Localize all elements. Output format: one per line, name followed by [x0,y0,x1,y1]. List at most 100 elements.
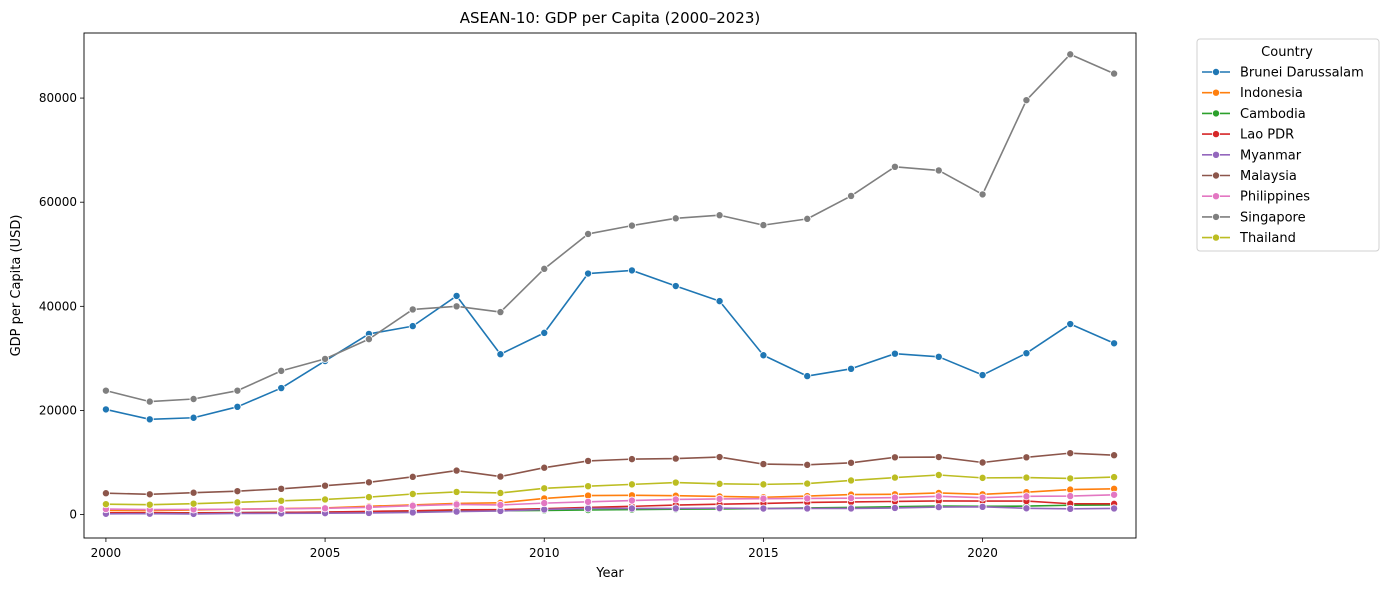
data-point-singapore [145,397,154,406]
legend-entry-philippines: Philippines [1202,190,1310,205]
data-point-malaysia [1066,449,1075,458]
data-point-thailand [1066,474,1075,483]
data-point-malaysia [101,489,110,498]
data-point-thailand [145,500,154,509]
legend-frame [1196,38,1380,252]
data-point-singapore [321,354,330,363]
data-point-philippines [978,493,987,502]
data-point-singapore [233,386,242,395]
y-tick-label: 0 [69,508,77,522]
data-point-myanmar [803,504,812,513]
data-point-thailand [277,496,286,505]
legend-entry-myanmar: Myanmar [1202,148,1302,163]
data-point-thailand [671,478,680,487]
x-tick-label: 2000 [91,546,122,560]
data-point-malaysia [671,454,680,463]
data-point-malaysia [1110,451,1119,460]
data-point-singapore [627,221,636,230]
data-point-malaysia [715,453,724,462]
data-point-malaysia [540,463,549,472]
data-point-myanmar [715,504,724,513]
data-point-singapore [759,221,768,230]
legend-swatch-marker [1212,212,1221,221]
data-point-thailand [847,476,856,485]
data-point-myanmar [584,504,593,513]
data-point-myanmar [978,502,987,511]
data-point-thailand [101,500,110,509]
data-point-malaysia [803,460,812,469]
data-point-philippines [1066,492,1075,501]
y-tick-label: 80000 [39,91,77,105]
legend-swatch-marker [1212,171,1221,180]
legend-swatch-marker [1212,68,1221,77]
data-point-philippines [277,504,286,513]
data-point-malaysia [1022,453,1031,462]
data-point-philippines [408,501,417,510]
data-point-singapore [978,190,987,199]
data-point-malaysia [408,472,417,481]
data-point-thailand [890,473,899,482]
series-line-malaysia [105,452,1115,496]
y-tick-label: 60000 [39,195,77,209]
data-point-myanmar [408,508,417,517]
data-point-myanmar [1110,504,1119,513]
data-point-malaysia [277,484,286,493]
legend-entry-malaysia: Malaysia [1202,169,1297,184]
data-point-philippines [452,500,461,509]
data-point-myanmar [1066,504,1075,513]
data-point-thailand [408,490,417,499]
data-point-myanmar [671,504,680,513]
data-point-myanmar [759,504,768,513]
data-point-brunei-darussalam [627,266,636,275]
series-line-myanmar [105,506,1115,515]
data-point-singapore [189,394,198,403]
data-point-brunei-darussalam [1110,339,1119,348]
y-tick-label: 20000 [39,403,77,417]
legend-entry-cambodia: Cambodia [1202,107,1306,122]
data-point-singapore [847,191,856,200]
legend: Country Brunei Darussalam Indonesia Cambod… [1196,38,1380,252]
data-point-thailand [496,488,505,497]
data-point-brunei-darussalam [671,282,680,291]
data-point-singapore [364,335,373,344]
x-tick-label: 2015 [748,546,779,560]
data-point-philippines [671,495,680,504]
data-point-singapore [803,214,812,223]
data-point-malaysia [145,490,154,499]
data-point-philippines [496,500,505,509]
data-point-philippines [364,503,373,512]
data-point-singapore [671,214,680,223]
legend-title: Country [1261,45,1313,60]
data-point-brunei-darussalam [277,384,286,393]
data-point-malaysia [189,488,198,497]
data-point-thailand [1022,473,1031,482]
data-point-brunei-darussalam [452,291,461,300]
legend-label: Malaysia [1240,169,1297,184]
legend-label: Lao PDR [1240,128,1294,143]
legend-label: Brunei Darussalam [1240,66,1364,81]
data-point-brunei-darussalam [759,351,768,360]
data-point-philippines [233,505,242,514]
legend-swatch-marker [1212,88,1221,97]
legend-label: Cambodia [1240,107,1306,122]
legend-label: Thailand [1239,231,1296,246]
data-point-singapore [1066,50,1075,59]
data-point-malaysia [627,455,636,464]
data-point-brunei-darussalam [233,402,242,411]
data-point-malaysia [321,481,330,490]
data-point-brunei-darussalam [803,372,812,381]
data-point-malaysia [890,453,899,462]
data-point-brunei-darussalam [496,350,505,359]
x-tick-label: 2005 [310,546,341,560]
data-point-singapore [1022,96,1031,105]
data-point-thailand [934,471,943,480]
data-point-brunei-darussalam [934,352,943,361]
data-point-thailand [321,495,330,504]
data-point-thailand [233,498,242,507]
series-line-lao-pdr [105,500,1115,514]
data-point-thailand [627,480,636,489]
data-point-brunei-darussalam [1066,320,1075,329]
chart-title: ASEAN-10: GDP per Capita (2000–2023) [460,9,760,27]
data-point-philippines [715,494,724,503]
legend-entry-thailand: Thailand [1202,231,1296,246]
